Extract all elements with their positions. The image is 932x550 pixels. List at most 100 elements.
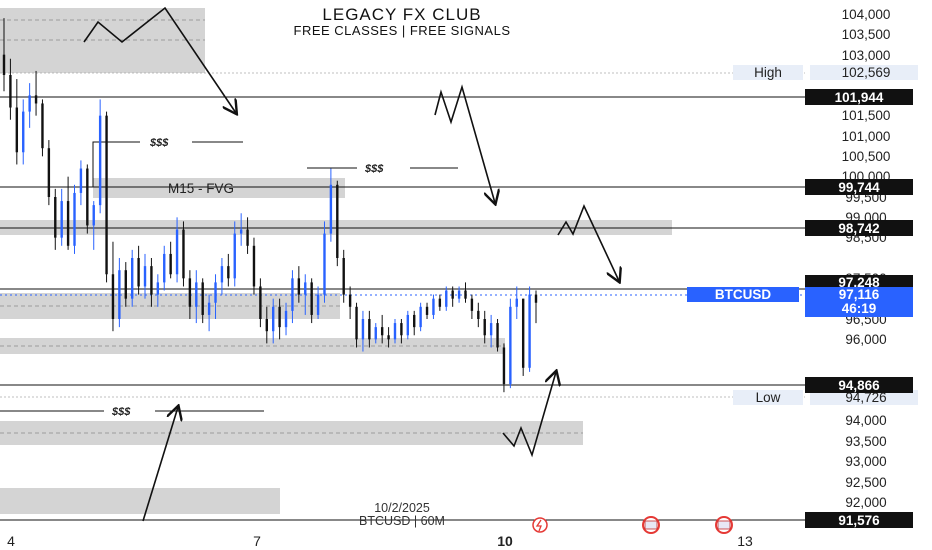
y-tick: 101,500: [842, 108, 891, 123]
x-axis: 4 7 10 13: [7, 533, 753, 549]
candle-body: [66, 201, 70, 246]
liquidity-label-1: $$$: [149, 137, 169, 149]
candle-body: [316, 294, 320, 315]
fvg-label: M15 - FVG: [168, 181, 234, 196]
lightning-icon[interactable]: [532, 517, 548, 533]
chart-title: LEGACY FX CLUB: [322, 5, 481, 24]
low-value: 94,726: [845, 390, 886, 405]
liquidity-label-2: $$$: [364, 163, 384, 175]
y-tick: 93,500: [845, 434, 886, 449]
candle-body: [380, 327, 384, 336]
candle-body: [214, 282, 217, 303]
y-tick: 104,000: [842, 7, 891, 22]
candle-body: [310, 282, 313, 315]
candle-body: [413, 314, 416, 328]
candle-body: [105, 115, 108, 275]
zone-top: [0, 8, 205, 73]
arrow-4: [142, 407, 178, 522]
candle-body: [182, 229, 185, 279]
high-label: High: [754, 65, 782, 80]
candle-body: [457, 290, 461, 299]
y-tick: 93,000: [845, 454, 886, 469]
tag-94866: 94,866: [838, 378, 880, 393]
arrow-5: [502, 372, 556, 458]
candle-body: [169, 253, 172, 275]
candle-body: [432, 298, 435, 315]
candle-body: [60, 201, 63, 238]
current-price-marker[interactable]: BTCUSD 97,116 46:19: [687, 287, 913, 317]
candle-body: [233, 233, 236, 279]
current-price: 97,116: [839, 287, 880, 302]
liquidity-markers: $$$ $$$ $$$: [0, 137, 458, 418]
candle-body: [393, 323, 397, 340]
candle-body: [41, 103, 44, 149]
candle-body: [534, 294, 538, 303]
tag-91576: 91,576: [838, 513, 880, 528]
level-lines: [0, 72, 805, 521]
x-tick-4: 4: [7, 533, 15, 549]
candle-body: [374, 327, 377, 340]
candle-body: [451, 290, 454, 299]
tag-98742: 98,742: [838, 221, 879, 236]
projection-arrows: [83, 6, 619, 522]
candle-body: [86, 168, 89, 226]
candle-body: [329, 184, 333, 234]
candle-body: [2, 54, 6, 75]
countdown: 46:19: [842, 301, 877, 316]
event-icons[interactable]: [532, 516, 733, 534]
arrow-2: [434, 84, 495, 203]
price-tags: 101,944 99,744 98,742 97,248 94,866 91,5…: [805, 89, 913, 528]
candle-body: [9, 75, 12, 108]
low-marker: Low 94,726: [733, 390, 918, 405]
candle-body: [496, 323, 499, 348]
zone-m15-fvg: [93, 178, 345, 198]
candle-body: [130, 258, 134, 299]
candle-body: [464, 290, 467, 299]
candle-body: [470, 298, 474, 311]
tag-97248: 97,248: [838, 275, 880, 290]
candle-body: [239, 229, 243, 234]
candle-body: [368, 319, 371, 340]
x-tick-7: 7: [253, 533, 261, 549]
candle-body: [509, 306, 512, 385]
y-tick: 96,000: [845, 332, 886, 347]
y-tick: 101,000: [842, 129, 891, 144]
candle-body: [98, 115, 102, 206]
candle-body: [272, 306, 275, 332]
candle-body: [259, 286, 262, 319]
high-marker: High 102,569: [733, 65, 918, 80]
candle-body: [246, 229, 249, 246]
candle-body: [483, 319, 486, 336]
candle-body: [521, 298, 525, 368]
candle-body: [323, 233, 326, 295]
candle-body: [156, 282, 160, 295]
candle-body: [342, 258, 345, 295]
high-value: 102,569: [842, 65, 891, 80]
candle-body: [201, 282, 204, 315]
candle-body: [195, 282, 198, 307]
y-tick: 100,500: [842, 149, 891, 164]
candle-body: [297, 278, 301, 295]
candle-body: [207, 302, 211, 315]
candle-body: [28, 95, 31, 112]
candle-body: [284, 310, 288, 328]
candle-body: [124, 270, 127, 299]
y-tick: 92,500: [845, 475, 886, 490]
candle-body: [265, 319, 268, 332]
candle-body: [92, 205, 95, 226]
symbol-label: BTCUSD: [715, 287, 771, 302]
candle-body: [387, 335, 390, 340]
candle-body: [34, 95, 38, 104]
candle-body: [400, 323, 403, 336]
candle-body: [278, 306, 281, 328]
candle-body: [22, 111, 25, 153]
candle-body: [137, 258, 140, 287]
candle-body: [47, 148, 51, 197]
arrow-3: [557, 203, 619, 281]
chart-subtitle: FREE CLASSES | FREE SIGNALS: [294, 23, 511, 38]
y-tick: 103,500: [842, 27, 891, 42]
y-tick: 103,000: [842, 48, 891, 63]
supply-demand-zones: [0, 8, 672, 514]
candle-body: [477, 310, 480, 319]
